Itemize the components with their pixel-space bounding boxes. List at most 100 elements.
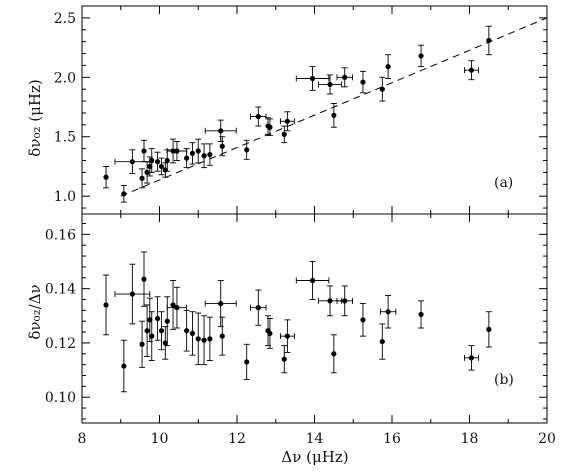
x-tick-label: 8	[78, 431, 87, 447]
data-point	[468, 355, 475, 361]
y-tick-label: 0.14	[45, 282, 76, 298]
data-point	[309, 75, 316, 82]
data-point	[284, 118, 290, 124]
x-axis-title: Δν (μHz)	[281, 448, 348, 466]
data-point	[360, 79, 366, 85]
data-point	[360, 317, 366, 323]
data-point	[219, 143, 225, 149]
data-point	[255, 113, 261, 120]
data-point	[309, 277, 316, 284]
data-point	[201, 337, 207, 343]
y-tick-label: 0.12	[45, 336, 76, 352]
data-point	[195, 148, 201, 154]
data-point	[121, 363, 127, 369]
data-point	[144, 328, 150, 334]
data-point	[154, 159, 161, 165]
data-point	[141, 276, 147, 282]
data-point	[244, 147, 250, 153]
panel-a-label: (a)	[494, 175, 513, 191]
data-point	[184, 155, 190, 161]
panel-a-ticks	[81, 5, 548, 214]
data-point	[255, 305, 261, 311]
panel-a: 1.0 1.5 2.0 2.5 δν₀₂ (μHz) (a)	[26, 5, 548, 214]
data-point	[141, 148, 147, 154]
data-point	[189, 330, 196, 337]
data-point	[219, 333, 225, 339]
y-tick-label: 1.5	[54, 130, 76, 146]
x-tick-label: 18	[461, 431, 479, 447]
data-point	[144, 169, 150, 175]
data-point	[174, 148, 180, 154]
data-point	[418, 311, 424, 318]
y-tick-label: 1.0	[54, 189, 76, 205]
data-point	[170, 302, 176, 308]
panel-b-tick-labels: 0.10 0.12 0.14 0.16 8 10 12 14 16 18 20	[45, 227, 556, 447]
data-point	[327, 81, 333, 88]
data-point	[201, 153, 207, 159]
data-point	[385, 64, 391, 70]
data-point	[267, 330, 273, 337]
panel-b-y-axis-title: δν₀₂/Δν	[26, 284, 44, 339]
y-tick-label: 2.0	[54, 70, 76, 86]
data-point	[207, 151, 213, 158]
data-point	[342, 298, 348, 304]
data-point	[189, 150, 196, 156]
x-tick-label: 16	[383, 431, 401, 447]
x-tick-label: 12	[228, 431, 246, 447]
data-point	[158, 328, 165, 334]
data-point	[342, 74, 348, 80]
data-point	[121, 191, 127, 197]
data-point	[418, 53, 424, 59]
data-point	[103, 174, 109, 180]
data-point	[281, 356, 287, 362]
data-point	[281, 131, 287, 137]
data-point	[174, 305, 180, 311]
data-point	[158, 163, 165, 170]
panel-b-ticks	[81, 214, 548, 423]
data-point	[331, 351, 337, 357]
data-point	[147, 163, 153, 170]
y-tick-label: 0.16	[45, 227, 76, 243]
data-point	[207, 336, 213, 342]
data-point	[103, 302, 109, 308]
panel-a-y-axis-title: δν₀₂ (μHz)	[26, 79, 44, 156]
data-point	[244, 359, 250, 365]
data-point	[154, 315, 161, 322]
y-tick-label: 2.5	[54, 11, 76, 27]
data-point	[147, 317, 153, 323]
data-point	[379, 338, 385, 345]
y-tick-label: 0.10	[45, 390, 76, 406]
panel-b-label: (b)	[494, 372, 514, 388]
data-point	[331, 112, 337, 118]
x-tick-label: 20	[538, 431, 556, 447]
data-point	[379, 86, 385, 92]
data-point	[327, 298, 333, 304]
panel-a-frame	[81, 5, 548, 215]
data-point	[129, 291, 135, 297]
data-point	[218, 300, 224, 307]
data-point	[139, 341, 145, 347]
data-point	[139, 175, 145, 181]
data-point	[164, 157, 170, 164]
x-tick-label: 14	[306, 431, 324, 447]
data-point	[468, 67, 475, 73]
data-point	[149, 157, 155, 164]
panel-b-frame	[81, 213, 548, 424]
data-point	[164, 318, 170, 324]
data-point	[195, 336, 201, 342]
panel-a-points	[103, 25, 492, 203]
data-point	[129, 159, 135, 165]
data-point	[149, 333, 155, 339]
data-point	[267, 124, 273, 130]
data-point	[184, 328, 190, 334]
panel-b: 0.10 0.12 0.14 0.16 8 10 12 14 16 18 20 δν₀₂/Δν (b…	[26, 214, 556, 466]
data-point	[486, 37, 492, 44]
panel-b-points	[103, 251, 492, 393]
panel-a-tick-labels: 1.0 1.5 2.0 2.5	[54, 11, 76, 205]
data-point	[284, 333, 290, 339]
data-point	[385, 309, 391, 315]
data-point	[486, 326, 492, 332]
x-tick-label: 10	[151, 431, 169, 447]
data-point	[218, 128, 224, 134]
